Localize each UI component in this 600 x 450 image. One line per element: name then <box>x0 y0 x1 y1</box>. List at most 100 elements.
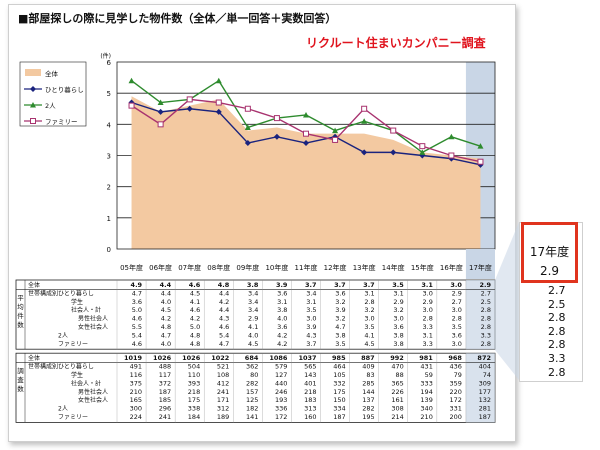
series-point <box>128 102 135 109</box>
table-cell: 401 <box>304 379 316 387</box>
series-point <box>215 108 222 115</box>
table-cell: 3.8 <box>277 306 287 314</box>
table-cell: 3.2 <box>393 306 403 314</box>
table-cell: 3.5 <box>452 323 462 331</box>
table-cell: 2.8 <box>481 340 491 348</box>
table-cell: 334 <box>333 405 345 413</box>
table-cell: 3.8 <box>247 281 259 289</box>
table-cell: 224 <box>130 413 142 421</box>
table-cell: 182 <box>246 405 258 413</box>
table-cell: 1026 <box>182 354 201 362</box>
table-cell: 175 <box>188 396 200 404</box>
table-cell: 282 <box>246 379 258 387</box>
table-cell: 565 <box>304 363 316 371</box>
table-cell: 193 <box>275 396 287 404</box>
table-cell: 3.3 <box>423 340 433 348</box>
table-cell: 3.0 <box>452 340 462 348</box>
table-cell: 241 <box>159 413 171 421</box>
series-point <box>128 77 135 84</box>
callout-connector <box>495 222 519 380</box>
table-cell: 165 <box>130 396 142 404</box>
callout-selected-value: 2.9 <box>521 262 578 283</box>
table-cell: 5.0 <box>190 323 200 331</box>
table-cell: 74 <box>483 371 491 379</box>
x-tick-label: 16年度 <box>440 263 463 272</box>
table-cell: 3.1 <box>423 331 433 339</box>
y-tick-label: 3 <box>107 153 111 161</box>
table-cell: 4.2 <box>190 315 200 323</box>
table-cell: 2.9 <box>423 298 433 306</box>
callout-value: 2.5 <box>548 297 566 311</box>
series-point <box>361 118 368 124</box>
table-cell: 139 <box>420 396 432 404</box>
table-cell: 2.8 <box>481 323 491 331</box>
table-cell: 4.7 <box>219 340 229 348</box>
table-cell: 4.9 <box>131 281 143 289</box>
table-cell: 83 <box>366 371 374 379</box>
table-cell: 3.6 <box>335 289 345 297</box>
table-cell: 491 <box>130 363 142 371</box>
table-cell: 4.6 <box>190 306 200 314</box>
table-cell: 372 <box>159 379 171 387</box>
x-tick-label: 14年度 <box>382 263 405 272</box>
table-cell: 160 <box>304 413 316 421</box>
callout-value: 3.3 <box>548 351 566 365</box>
chart-title: ■部屋探しの際に見学した物件数（全体／単一回答＋実数回答） <box>18 12 337 25</box>
table-cell: 4.8 <box>190 340 200 348</box>
series-point <box>332 136 339 143</box>
series-point <box>390 127 397 134</box>
table-cell: 488 <box>159 363 171 371</box>
table-cell: 2.9 <box>452 289 462 297</box>
table-row-sublabel: 社会人・計 <box>71 306 101 314</box>
table-cell: 336 <box>275 405 287 413</box>
table-cell: 4.5 <box>364 340 374 348</box>
table-cell: 313 <box>304 405 316 413</box>
table-group-label: 数 <box>17 320 24 329</box>
table-cell: 296 <box>159 405 171 413</box>
table-cell: 4.0 <box>248 331 258 339</box>
table-cell: 579 <box>275 363 287 371</box>
table-cell: 2.8 <box>452 315 462 323</box>
series-point <box>477 143 484 149</box>
series-point <box>157 121 164 128</box>
table-cell: 4.3 <box>219 315 229 323</box>
x-tick-label: 05年度 <box>120 263 143 272</box>
x-tick-label: 10年度 <box>265 263 288 272</box>
table-cell: 3.6 <box>277 323 287 331</box>
table-cell: 872 <box>477 354 491 362</box>
table-row-sublabel: 男性社会人 <box>78 388 108 396</box>
table-row-sublabel: 社会人・計 <box>71 379 101 387</box>
table-cell: 2.7 <box>481 289 491 297</box>
table-cell: 332 <box>333 379 345 387</box>
table-cell: 359 <box>450 379 462 387</box>
table-cell: 5.4 <box>132 331 142 339</box>
table-cell: 4.6 <box>189 281 201 289</box>
table-cell: 2.9 <box>248 315 258 323</box>
table-cell: 117 <box>159 371 171 379</box>
series-point <box>244 124 251 130</box>
callout-values: 2.7 2.5 2.8 2.8 2.8 3.3 2.8 <box>548 284 582 379</box>
table-cell: 246 <box>275 388 287 396</box>
table-cell: 195 <box>362 413 374 421</box>
legend-label: ファミリー <box>45 118 78 126</box>
table-cell: 3.2 <box>335 298 345 306</box>
series-point <box>419 143 426 150</box>
table-cell: 4.0 <box>161 340 171 348</box>
table-cell: 1019 <box>124 354 143 362</box>
highlight-cells <box>465 280 495 350</box>
table-cell: 157 <box>246 388 258 396</box>
table-cell: 144 <box>362 388 374 396</box>
table-cell: 189 <box>217 413 229 421</box>
table-cell: 393 <box>188 379 200 387</box>
series-point <box>332 127 339 134</box>
table-cell: 4.2 <box>277 331 287 339</box>
table-cell: 3.1 <box>277 298 287 306</box>
table-cell: 436 <box>450 363 462 371</box>
table-cell: 992 <box>390 354 404 362</box>
series-point <box>303 111 309 118</box>
table-cell: 3.7 <box>305 281 317 289</box>
table-cell: 59 <box>425 371 433 379</box>
table-cell: 3.0 <box>452 306 462 314</box>
y-tick-label: 4 <box>107 121 112 129</box>
